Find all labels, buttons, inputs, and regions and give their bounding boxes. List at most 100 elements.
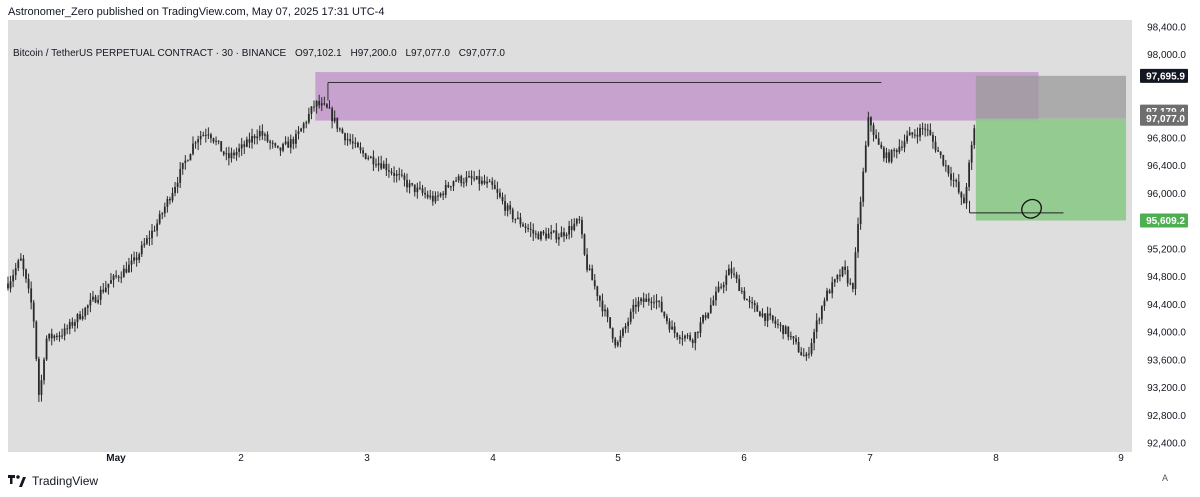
candle-body (7, 283, 9, 289)
candle-body (97, 299, 100, 303)
candle-body (199, 136, 202, 140)
candle-body (593, 280, 596, 287)
y-tick-label: 94,000.0 (1147, 328, 1186, 339)
legend-close-label: C (458, 48, 466, 59)
candle-body (457, 176, 460, 181)
price-chart[interactable]: 98,400.0 98,000.0 96,800.0 96,400.0 96,000.0… (0, 20, 1200, 467)
candle-body (545, 233, 547, 239)
candle-body (447, 184, 450, 188)
candle-body (831, 282, 834, 294)
candle-body (151, 230, 153, 239)
candle-body (462, 182, 465, 184)
candle-body (341, 129, 344, 134)
candle-body (888, 152, 890, 162)
price-tag-dark (1140, 68, 1188, 83)
candle-body (540, 231, 542, 240)
candle-body (210, 134, 212, 139)
candle-body (245, 139, 248, 147)
candle-body (349, 139, 352, 142)
candle-body (921, 127, 924, 129)
candle-body (616, 342, 619, 346)
candle-body (251, 135, 253, 143)
candle-body (99, 289, 102, 300)
candle-body (818, 319, 821, 321)
candle-body (158, 214, 161, 224)
legend-high-value: 97,200.0 (357, 48, 397, 59)
candle-body (655, 300, 658, 303)
candle-body (197, 139, 200, 143)
candle-body (50, 333, 53, 339)
candle-body (45, 338, 48, 360)
candle-body (27, 278, 30, 289)
candle-body (944, 165, 947, 167)
candle-body (426, 194, 429, 198)
candle-body (611, 327, 614, 339)
candle-body (913, 134, 916, 136)
candle-body (179, 168, 182, 183)
candle-body (107, 283, 110, 288)
publisher-line: Astronomer_Zero published on TradingView… (8, 6, 385, 18)
candle-body (645, 298, 648, 302)
candle-body (315, 101, 318, 107)
candle-body (583, 234, 586, 255)
candle-body (364, 153, 367, 159)
candle-body (748, 300, 751, 303)
candle-body (581, 220, 583, 235)
chart-area[interactable]: 98,400.0 98,000.0 96,800.0 96,400.0 96,000.0… (0, 20, 1200, 483)
price-tag-grey (1140, 111, 1188, 126)
candle-body (411, 183, 414, 185)
tradingview-logo-icon (8, 475, 26, 487)
candle-body (460, 176, 463, 184)
auto-scale-button[interactable]: A (1161, 473, 1168, 483)
candle-body (207, 134, 210, 136)
candle-body (253, 135, 256, 139)
candle-body (532, 229, 535, 234)
candle-body (338, 128, 341, 130)
candle-body (295, 133, 297, 144)
candle-body (769, 313, 772, 316)
candle-body (802, 355, 805, 357)
candle-body (287, 141, 290, 148)
candle-body (671, 326, 673, 330)
candle-body (305, 122, 308, 124)
candle-body (550, 231, 553, 234)
candle-body (782, 325, 785, 335)
stop-loss-zone (975, 75, 1127, 119)
candle-body (400, 174, 403, 176)
candle-body (870, 117, 872, 126)
candle-body (25, 269, 27, 279)
candle-body (678, 336, 681, 339)
candle-body (30, 288, 33, 303)
candle-body (357, 142, 359, 148)
candle-body (455, 180, 457, 182)
candle-body (256, 136, 259, 139)
candle-body (496, 189, 499, 193)
candle-body (76, 314, 79, 323)
candle-body (846, 269, 849, 284)
candle-body (872, 125, 875, 135)
candle-body (336, 117, 339, 129)
candle-body (529, 228, 532, 230)
candle-body (115, 275, 118, 277)
x-tick-label: 2 (238, 453, 244, 464)
candle-body (691, 340, 694, 344)
candle-body (189, 154, 192, 161)
candle-body (161, 213, 164, 215)
candle-body (186, 160, 189, 162)
candle-body (784, 326, 787, 335)
legend-high-label: H (350, 48, 358, 59)
candle-body (416, 187, 419, 193)
candle-body (673, 326, 676, 334)
candle-body (112, 275, 115, 281)
candle-body (727, 268, 730, 276)
take-profit-zone (975, 118, 1127, 221)
candle-body (431, 195, 434, 202)
candle-body (919, 127, 921, 137)
candle-body (74, 322, 76, 326)
x-tick-label: 5 (615, 453, 621, 464)
candle-body (973, 128, 976, 146)
candle-body (668, 321, 671, 330)
candle-body (823, 300, 826, 307)
candle-body (877, 138, 880, 145)
candle-body (699, 322, 702, 333)
